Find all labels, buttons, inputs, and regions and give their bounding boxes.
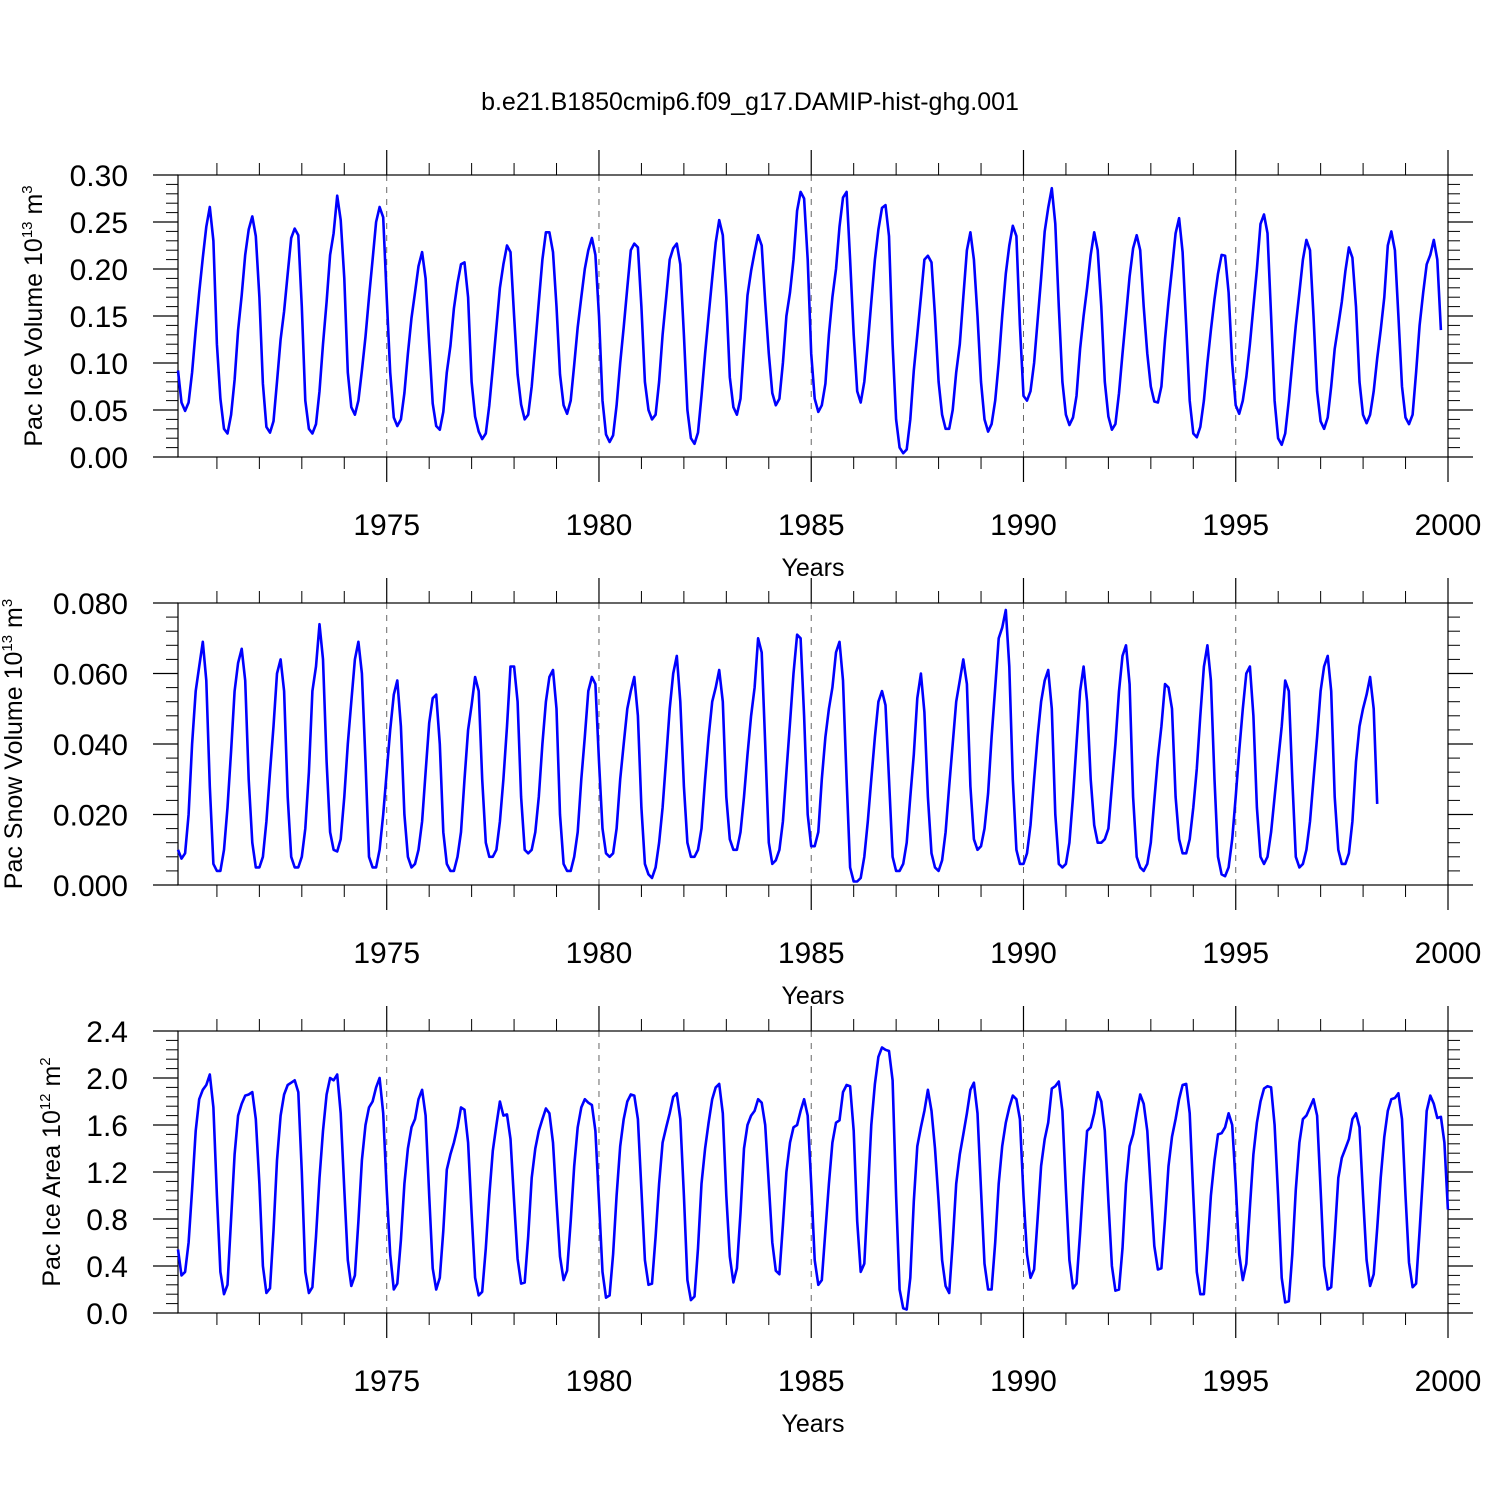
y-tick-label: 0.05 [70,395,128,428]
y-tick-label: 0.040 [53,729,128,762]
figure-title: b.e21.B1850cmip6.f09_g17.DAMIP-hist-ghg.… [481,88,1019,116]
x-tick-label: 1985 [778,1365,845,1398]
y-tick-label: 0.4 [86,1251,128,1284]
series-line-ice-volume [176,186,1443,455]
x-axis-label: Years [781,1410,844,1438]
panel-snow-volume: 1975 1980 1985 1990 1995 2000 0.000 0.020 0.040 0… [0,578,1481,1010]
y-axis-label: Pac Ice Volume 1013 m3 [19,185,48,446]
plot-frame [177,1030,1449,1314]
x-tick-label: 1995 [1202,937,1269,970]
x-tick-label: 1995 [1202,509,1269,542]
x-tick-label: 1975 [353,1365,420,1398]
series-line-ice-area [176,1046,1450,1311]
x-tick-label: 2000 [1415,937,1482,970]
panel-ice-area: 1975 1980 1985 1990 1995 2000 0.0 0.4 0.8 1.2 1.6 2… [37,1006,1481,1438]
y-tick-label: 0.060 [53,659,128,692]
series-line-snow-volume [176,608,1379,883]
x-axis-label: Years [781,982,844,1010]
y-tick-label: 1.2 [86,1157,128,1190]
y-tick-label: 0.000 [53,870,128,903]
y-tick-label: 0.0 [86,1298,128,1331]
y-tick-label: 0.10 [70,348,128,381]
x-tick-label: 1975 [353,937,420,970]
x-tick-label: 2000 [1415,509,1482,542]
x-tick-label: 1980 [566,937,633,970]
y-axis-label: Pac Snow Volume 1013 m3 [0,599,28,889]
y-tick-label: 0.8 [86,1204,128,1237]
y-tick-label: 0.25 [70,207,128,240]
panel-ice-volume: 1975 1980 1985 1990 1995 2000 0.00 0.05 0.10 0.15… [19,150,1481,582]
y-axis-label: Pac Ice Area 1012 m2 [37,1057,66,1286]
y-tick-label: 0.020 [53,800,128,833]
x-tick-label: 2000 [1415,1365,1482,1398]
y-tick-label: 0.30 [70,160,128,193]
x-tick-label: 1975 [353,509,420,542]
x-tick-label: 1995 [1202,1365,1269,1398]
y-tick-label: 1.6 [86,1110,128,1143]
x-axis-label: Years [781,554,844,582]
x-tick-label: 1985 [778,509,845,542]
y-tick-label: 0.15 [70,301,128,334]
y-tick-label: 2.4 [86,1016,128,1049]
y-tick-label: 0.080 [53,588,128,621]
x-tick-label: 1990 [990,1365,1057,1398]
x-tick-label: 1990 [990,937,1057,970]
y-tick-label: 0.20 [70,254,128,287]
x-tick-label: 1980 [566,509,633,542]
x-tick-label: 1985 [778,937,845,970]
x-tick-label: 1990 [990,509,1057,542]
x-tick-label: 1980 [566,1365,633,1398]
y-tick-label: 2.0 [86,1063,128,1096]
y-tick-label: 0.00 [70,442,128,475]
